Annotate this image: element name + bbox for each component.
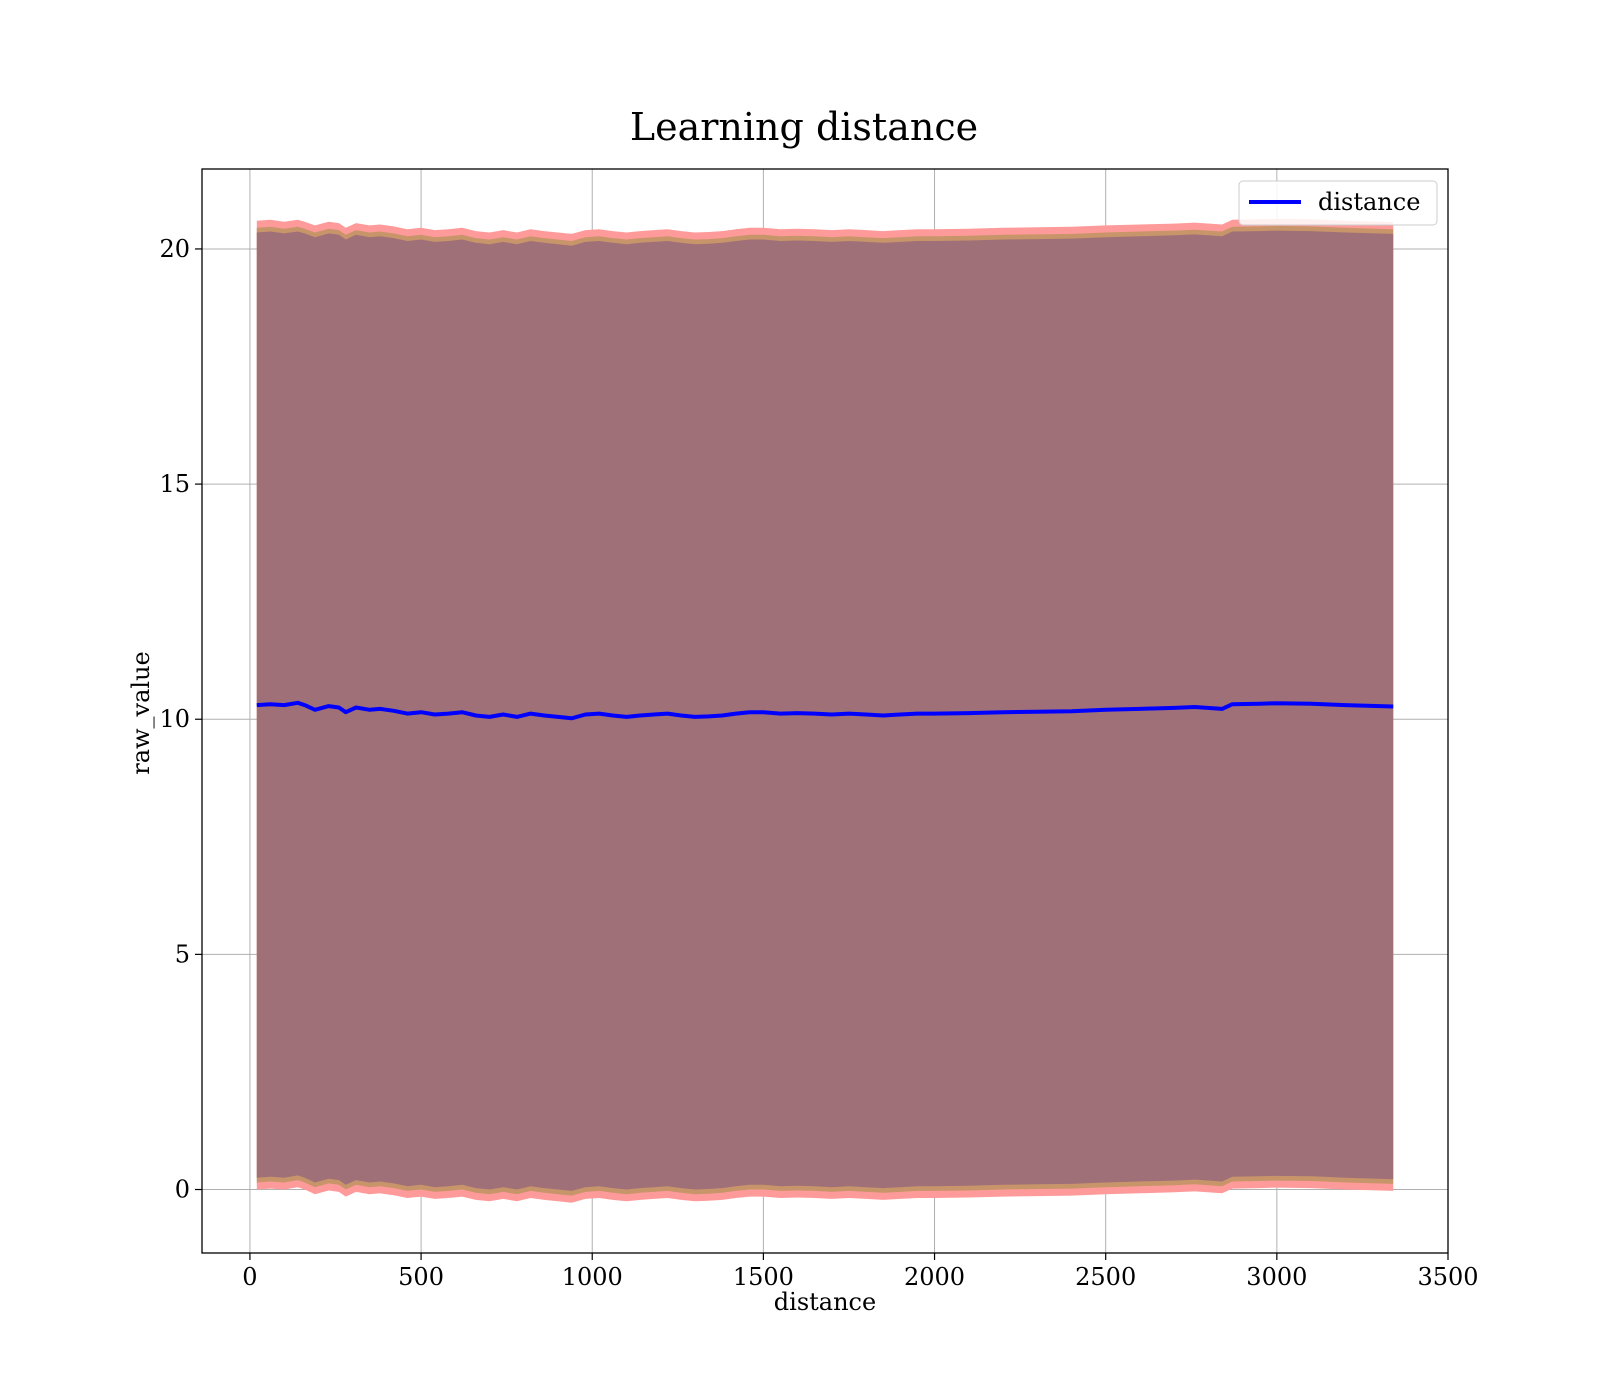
legend: distance: [1238, 180, 1438, 226]
x-tick-label: 1500: [733, 1263, 794, 1291]
y-tick-label: 15: [159, 470, 190, 498]
x-tick-label: 1000: [562, 1263, 623, 1291]
series-line-distance: [256, 700, 1394, 721]
x-ticks: 0 500 1000 1500 2000 2500 3000 3500: [242, 1253, 1479, 1291]
x-tick-label: 3500: [1417, 1263, 1478, 1291]
y-axis-label: raw_value: [127, 651, 155, 775]
bands: [256, 218, 1394, 1203]
x-tick-label: 3000: [1246, 1263, 1307, 1291]
x-tick-label: 500: [398, 1263, 444, 1291]
y-tick-label: 5: [175, 940, 190, 968]
band-inner: [256, 230, 1394, 1191]
x-tick-label: 2500: [1075, 1263, 1136, 1291]
x-tick-label: 0: [242, 1263, 257, 1291]
y-tick-label: 0: [175, 1176, 190, 1204]
y-tick-label: 20: [159, 235, 190, 263]
x-axis-label: distance: [774, 1288, 876, 1316]
y-ticks: 0 5 10 15 20: [159, 235, 202, 1204]
legend-label: distance: [1318, 188, 1420, 216]
plot-frame: [201, 168, 1449, 1254]
legend-box: [1238, 180, 1438, 226]
x-tick-label: 2000: [904, 1263, 965, 1291]
y-tick-label: 10: [159, 705, 190, 733]
chart-title: Learning distance: [630, 105, 978, 149]
